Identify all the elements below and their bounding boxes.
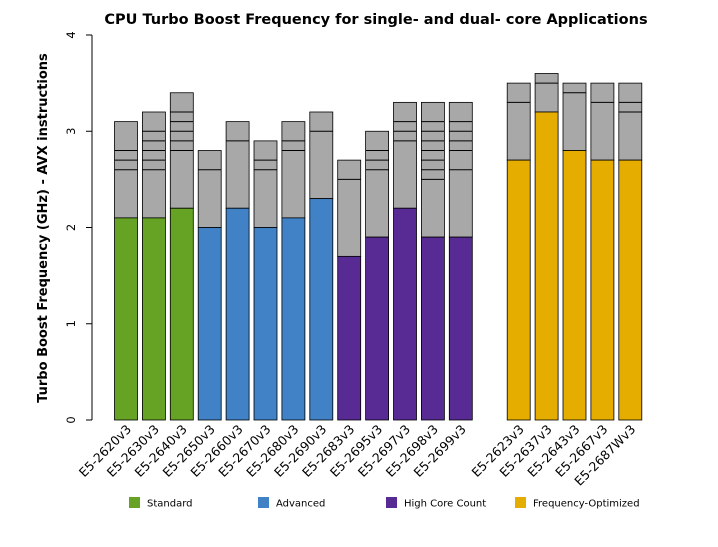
turbo-segment (309, 111, 334, 200)
bar-group (448, 101, 473, 421)
y-tick-label: 0 (64, 416, 78, 423)
x-tick-labels: E5-2620v3E5-2630v3E5-2640v3E5-2650v3E5-2… (76, 422, 639, 489)
base-frequency-bar (365, 236, 390, 421)
legend-item: High Core Count (386, 497, 486, 510)
turbo-segment (393, 101, 417, 209)
base-frequency-bar (448, 236, 473, 421)
turbo-segment (337, 159, 362, 257)
turbo-segment (534, 73, 559, 113)
bar-group (337, 159, 362, 421)
base-frequency-bar (590, 159, 615, 421)
turbo-segment (141, 111, 166, 219)
bar-group (225, 121, 250, 421)
base-frequency-bar (114, 217, 138, 421)
legend-swatch (258, 497, 269, 508)
turbo-segment (253, 140, 278, 228)
y-axis: 0 1 2 3 4 (64, 31, 93, 424)
bar-group (309, 111, 334, 421)
legend-swatch (386, 497, 397, 508)
y-tick-label: 4 (64, 31, 78, 38)
bar-group (281, 121, 306, 421)
base-frequency-bar (141, 217, 166, 421)
base-frequency-bar (281, 217, 306, 421)
base-frequency-bar (169, 207, 194, 421)
y-tick-label: 3 (64, 128, 78, 135)
base-frequency-bar (562, 150, 587, 421)
legend-label: Frequency-Optimized (533, 499, 640, 510)
base-frequency-bar (197, 227, 222, 421)
y-axis-label: Turbo Boost Frequency (GHz) - AVX instru… (36, 53, 51, 403)
bar-group (618, 82, 643, 421)
bar-group (590, 82, 615, 421)
turbo-segment (365, 130, 390, 238)
base-frequency-bar (309, 198, 334, 421)
y-tick-label: 2 (64, 224, 78, 231)
turbo-segment (281, 121, 306, 219)
legend: Standard Advanced High Core Count Frequency… (129, 497, 640, 510)
bar-group (253, 140, 278, 421)
legend-swatch (129, 497, 140, 508)
legend-label: High Core Count (404, 499, 486, 510)
bar-group (141, 111, 166, 421)
base-frequency-bar (253, 227, 278, 421)
bars (114, 73, 643, 421)
chart-title: CPU Turbo Boost Frequency for single- an… (104, 12, 647, 28)
base-frequency-bar (506, 159, 531, 421)
bar-group (534, 73, 559, 421)
bar-group (420, 101, 445, 421)
turbo-segment (506, 82, 531, 161)
bar-group (114, 121, 138, 421)
turbo-segment (225, 121, 250, 209)
base-frequency-bar (337, 255, 362, 421)
base-frequency-bar (618, 159, 643, 421)
turbo-segment (590, 82, 615, 161)
bar-group (169, 92, 194, 421)
bar-group (562, 82, 587, 421)
bar-group (197, 150, 222, 421)
legend-item: Frequency-Optimized (515, 497, 640, 510)
base-frequency-bar (393, 207, 417, 421)
y-tick-label: 1 (64, 320, 78, 327)
legend-item: Standard (129, 497, 193, 510)
base-frequency-bar (420, 236, 445, 421)
legend-label: Standard (147, 499, 193, 510)
turbo-segment (618, 82, 643, 161)
bar-group (365, 130, 390, 421)
bar-group (506, 82, 531, 421)
bar-group (393, 101, 417, 421)
base-frequency-bar (225, 207, 250, 421)
legend-item: Advanced (258, 497, 325, 510)
legend-label: Advanced (276, 499, 325, 510)
base-frequency-bar (534, 111, 559, 421)
legend-swatch (515, 497, 526, 508)
turbo-segment (197, 150, 222, 228)
